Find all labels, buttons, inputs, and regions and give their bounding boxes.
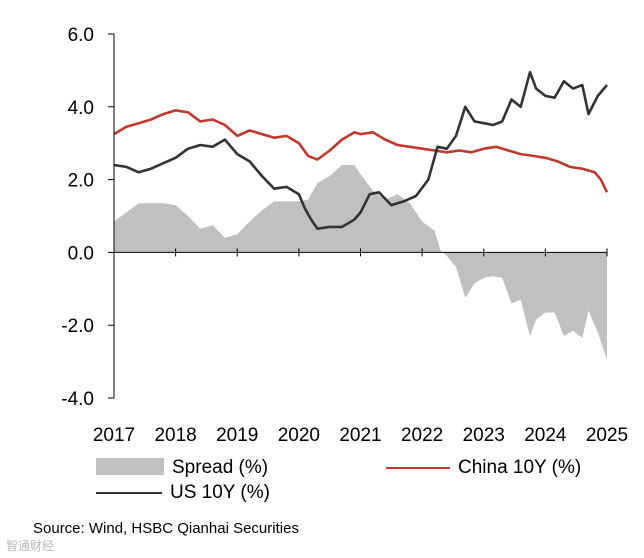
legend: Spread (%) China 10Y (%) US 10Y (%) <box>96 457 581 503</box>
x-tick-label: 2025 <box>586 425 628 446</box>
legend-swatch-spread <box>96 458 164 475</box>
series-china-10y-line <box>113 109 609 193</box>
series-us-10y-line <box>113 70 608 230</box>
y-tick-label: 2.0 <box>68 171 94 192</box>
y-tick-label: 4.0 <box>68 98 94 119</box>
x-tick-label: 2021 <box>339 425 381 446</box>
x-tick-label: 2017 <box>93 425 135 446</box>
spread-layer <box>114 165 607 360</box>
x-tick-label: 2023 <box>463 425 505 446</box>
x-tick-label: 2020 <box>278 425 320 446</box>
y-tick-label: 6.0 <box>68 25 94 46</box>
x-tick-label: 2019 <box>216 425 258 446</box>
x-tick-label: 2018 <box>154 425 196 446</box>
axes: 6.0 4.0 2.0 0.0 -2.0 -4.0 2017 2018 2019 2020 2021… <box>61 25 628 446</box>
y-tick-label: -2.0 <box>61 316 94 337</box>
plot-area <box>113 70 609 360</box>
watermark-text: 智通财经 <box>6 539 55 553</box>
x-tick-label: 2024 <box>524 425 567 446</box>
legend-label-china-10y: China 10Y (%) <box>458 457 581 478</box>
y-tick-label: -4.0 <box>61 389 94 410</box>
y-tick-label: 0.0 <box>68 243 94 264</box>
lines-layer <box>113 70 609 230</box>
legend-label-us-10y: US 10Y (%) <box>170 482 270 503</box>
series-spread-area <box>114 165 607 360</box>
source-note: Source: Wind, HSBC Qianhai Securities <box>33 520 299 537</box>
legend-label-spread: Spread (%) <box>172 457 268 478</box>
x-tick-label: 2022 <box>401 425 443 446</box>
